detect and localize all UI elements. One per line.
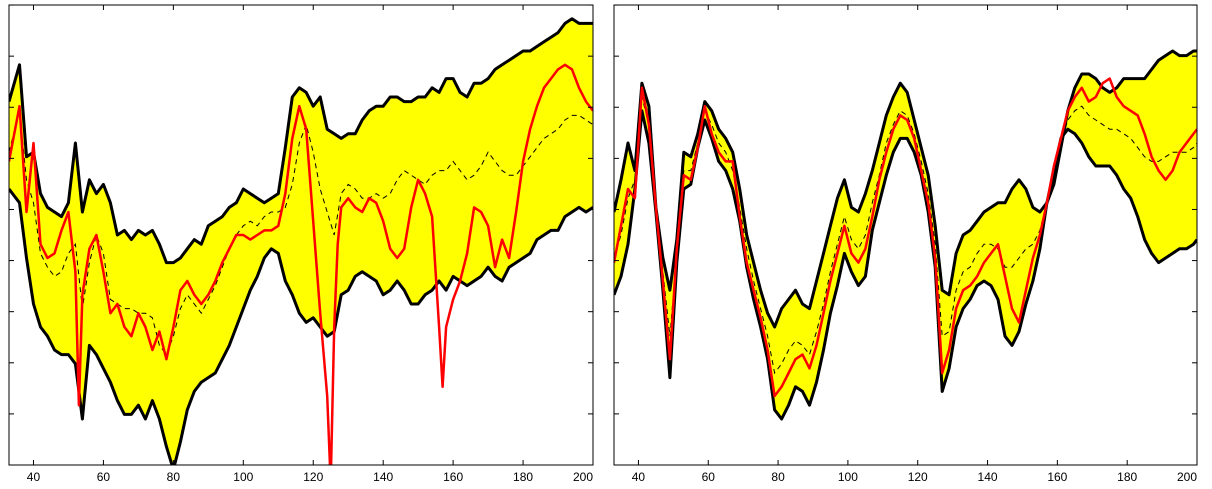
x-tick-label: 160 (443, 470, 463, 484)
x-tick-label: 140 (373, 470, 393, 484)
axes-frame (613, 4, 1198, 466)
x-tick-label: 40 (27, 470, 41, 484)
x-tick-label: 100 (233, 470, 253, 484)
x-tick-label: 80 (771, 470, 785, 484)
x-tick-label: 200 (573, 470, 593, 484)
upper-bound-line (9, 17, 593, 265)
x-tick-label: 100 (838, 470, 858, 484)
axes-frame (8, 4, 594, 466)
lower-bound-line (614, 109, 1197, 421)
x-tick-label: 120 (908, 470, 928, 484)
x-tick-label: 60 (97, 470, 111, 484)
x-tick-label: 80 (167, 470, 181, 484)
upper-bound-line (614, 49, 1197, 329)
sample-line (614, 77, 1197, 398)
x-tick-label: 180 (513, 470, 533, 484)
confidence-band (9, 18, 593, 465)
confidence-band (614, 51, 1197, 419)
right-chart-panel: 40 60 80 100 120 140 160 180 200 (613, 4, 1198, 484)
x-tick-label: 40 (632, 470, 646, 484)
x-tick-label: 120 (303, 470, 323, 484)
x-tick-label: 160 (1047, 470, 1067, 484)
x-tick-label: 140 (978, 470, 998, 484)
mean-line (614, 96, 1197, 375)
x-tick-label: 60 (702, 470, 716, 484)
x-tick-label: 200 (1177, 470, 1197, 484)
lower-bound-line (9, 188, 593, 465)
left-chart-panel: 40 60 80 100 120 140 160 180 200 (8, 4, 594, 484)
sample-line (9, 63, 593, 465)
x-tick-label: 180 (1117, 470, 1137, 484)
mean-line (9, 110, 593, 356)
